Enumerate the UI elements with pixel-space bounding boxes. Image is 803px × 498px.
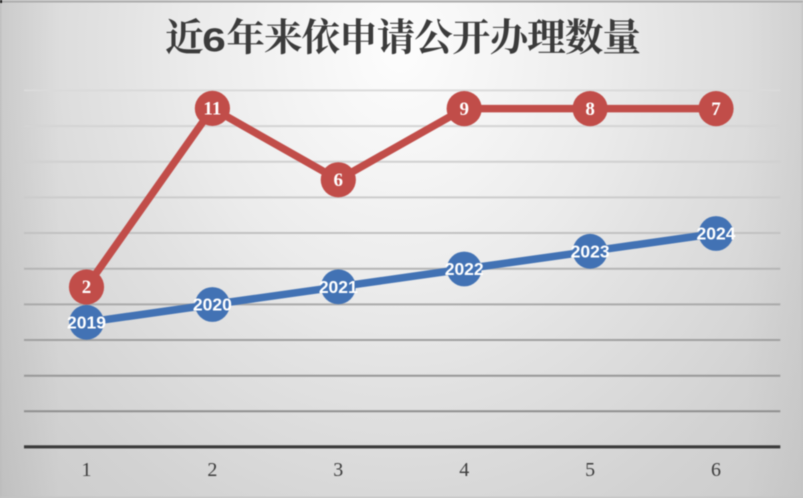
svg-text:7: 7	[711, 99, 721, 120]
svg-text:6: 6	[334, 170, 344, 191]
svg-text:9: 9	[459, 99, 469, 120]
svg-text:2024: 2024	[697, 224, 736, 244]
svg-text:3: 3	[333, 459, 343, 481]
svg-text:2023: 2023	[571, 241, 610, 261]
svg-text:5: 5	[585, 459, 595, 481]
svg-text:2022: 2022	[445, 259, 484, 279]
svg-text:6: 6	[711, 459, 721, 481]
svg-text:2: 2	[82, 277, 92, 298]
svg-text:11: 11	[203, 99, 221, 120]
svg-text:2021: 2021	[319, 277, 358, 297]
svg-text:4: 4	[459, 459, 469, 481]
svg-text:2: 2	[207, 459, 217, 481]
svg-text:8: 8	[585, 99, 595, 120]
svg-text:2019: 2019	[67, 312, 106, 332]
svg-text:1: 1	[82, 459, 92, 481]
svg-text:2020: 2020	[193, 295, 232, 315]
